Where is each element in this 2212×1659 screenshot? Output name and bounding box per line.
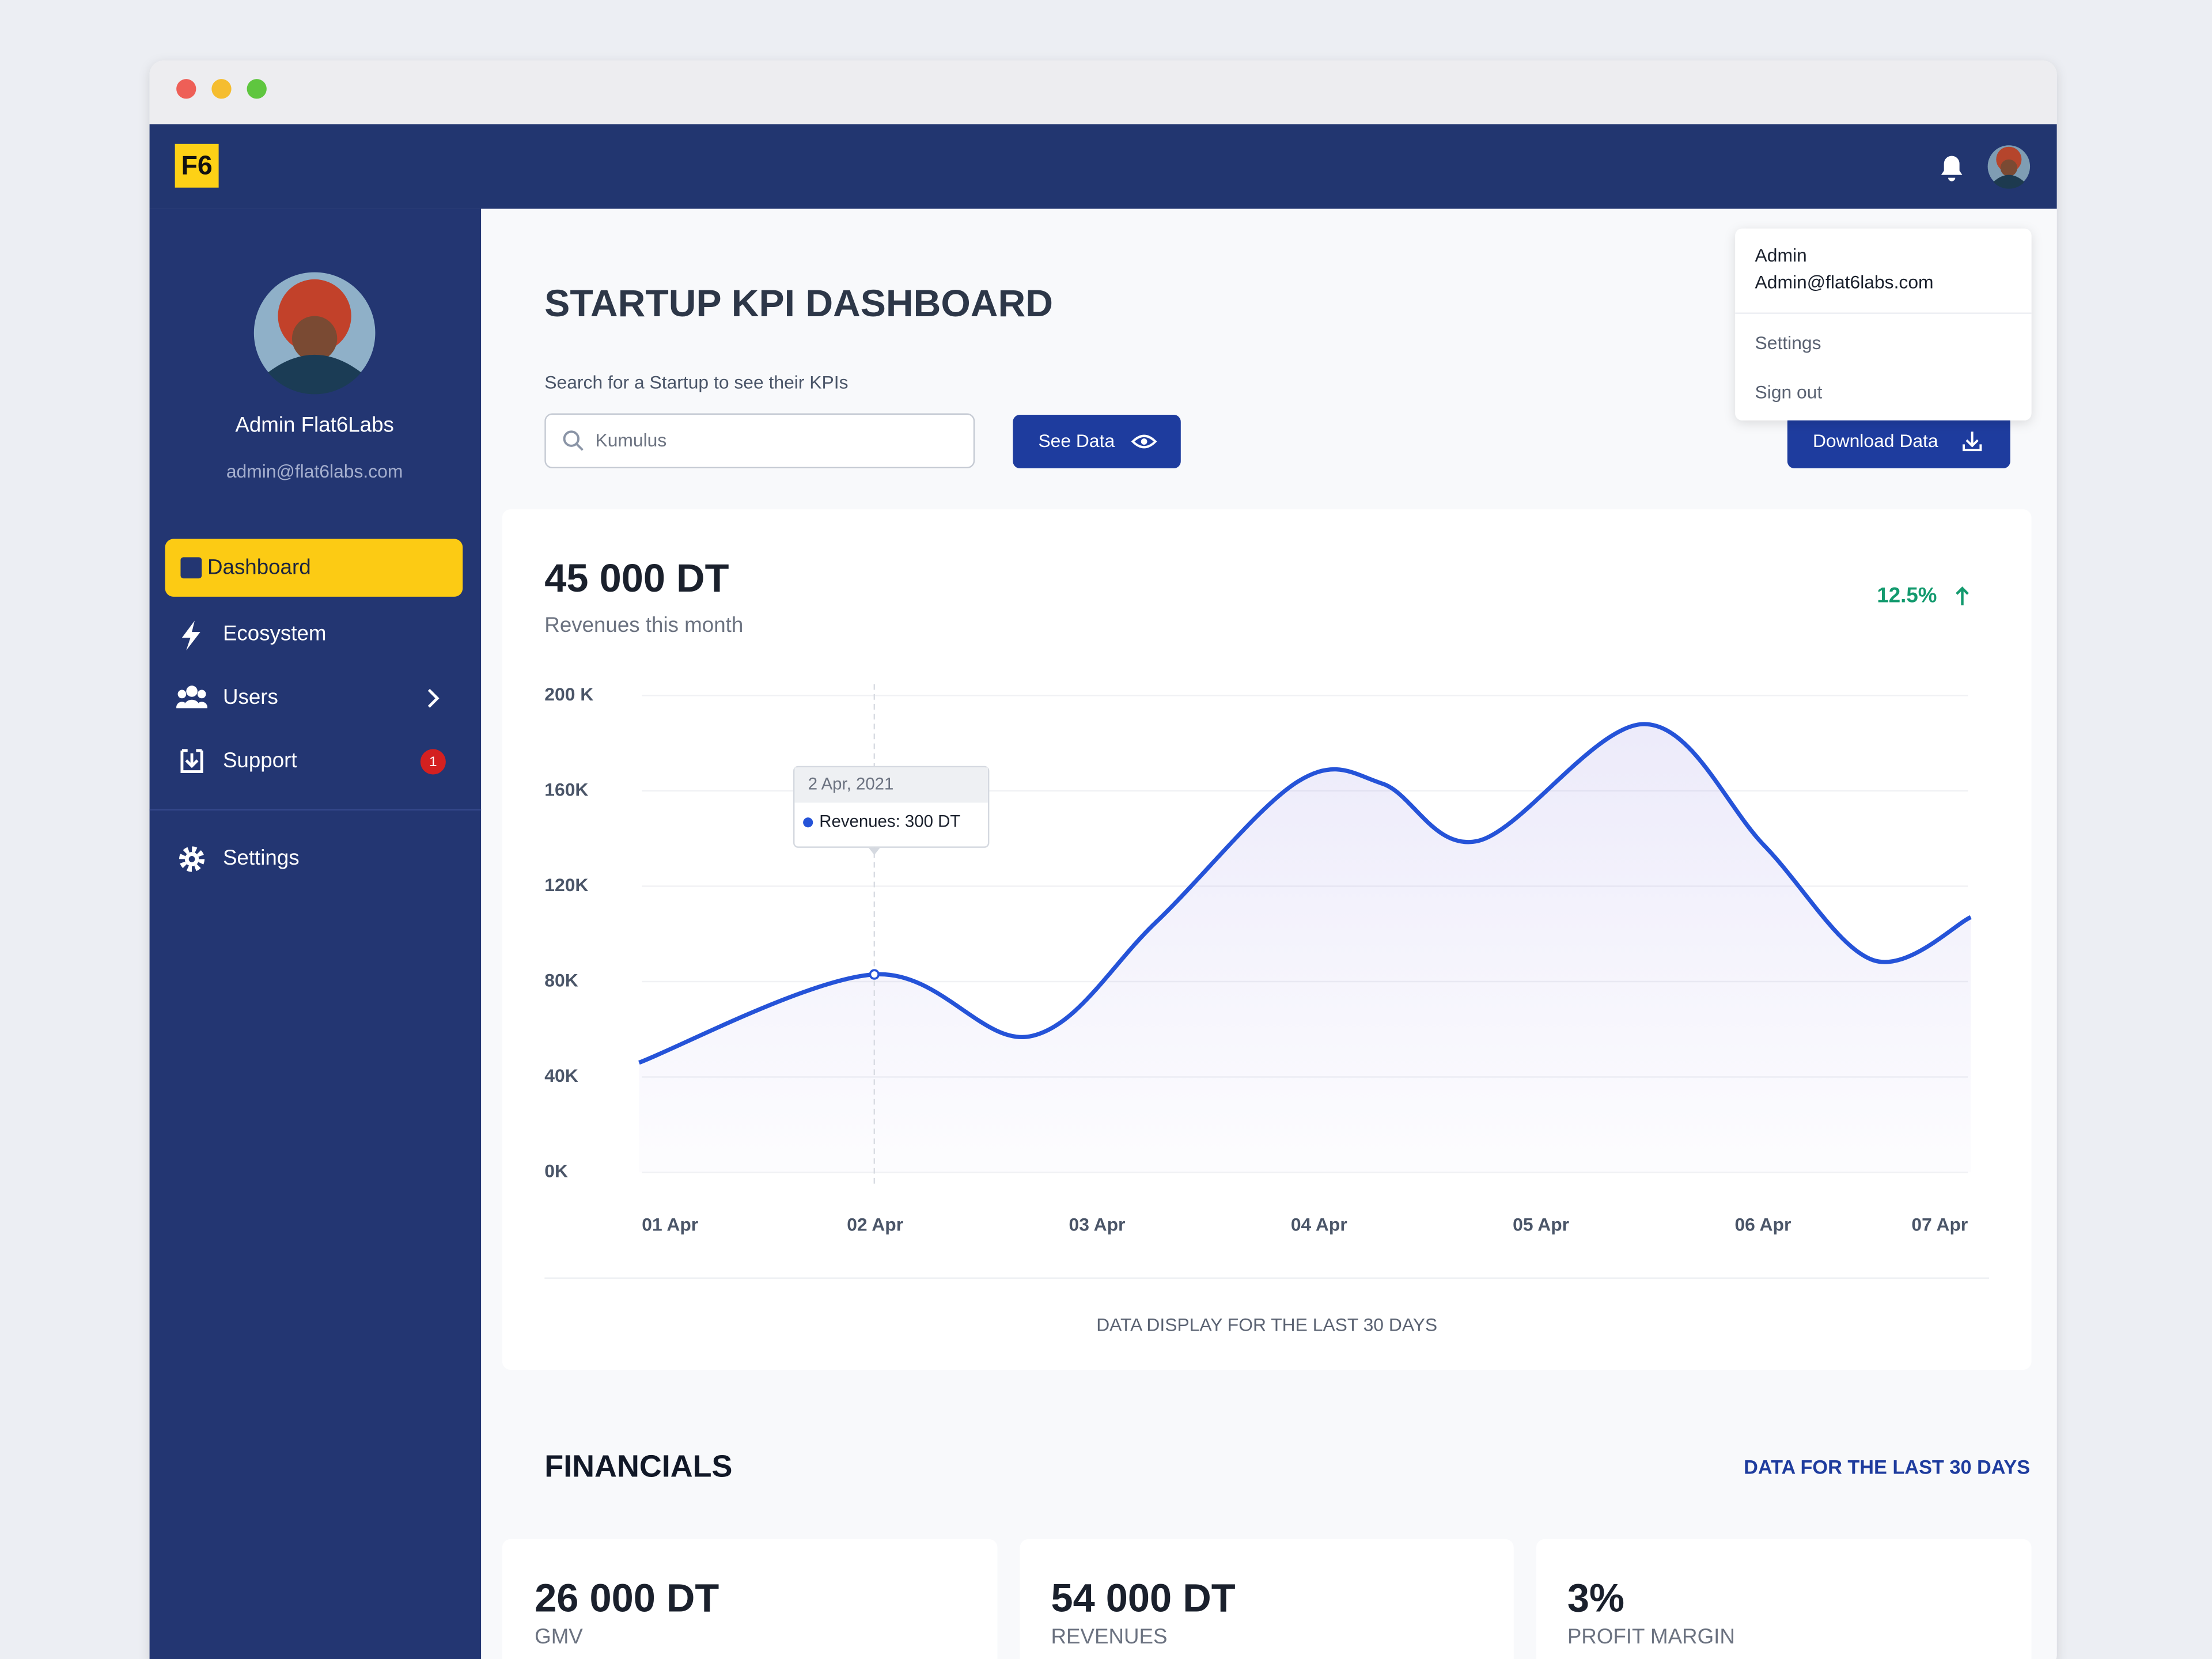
chevron[interactable] [427, 688, 440, 708]
search-icon [576, 444, 584, 451]
search-input[interactable] [544, 413, 975, 469]
dashboard-icon [180, 557, 202, 579]
y-tick-label: 0K [544, 1161, 568, 1181]
download-button[interactable] [1787, 415, 2010, 469]
kpi-value: 54 000 DT [1051, 1576, 1235, 1620]
chart-subtitle: Revenues this month [544, 613, 743, 637]
chart-footer: DATA DISPLAY FOR THE LAST 30 DAYS [1096, 1314, 1437, 1335]
dropdown-role: Admin [1755, 245, 1807, 266]
button-label: Download Data [1813, 430, 1938, 451]
line [638, 722, 1972, 1065]
search-label: Search for a Startup to see their KPIs [544, 372, 848, 393]
tooltip-label: Revenues: 300 DT [819, 812, 960, 831]
menu-item[interactable]: Support [223, 748, 297, 772]
badge-count: 1 [429, 754, 437, 770]
menu-item[interactable]: Users [223, 685, 278, 709]
kpi-card [502, 1539, 998, 1659]
y-tick-label: 120K [544, 874, 588, 895]
up-arrow [1956, 586, 1969, 605]
chart-headline: 45 000 DT [544, 556, 729, 600]
plot: 0K 40K 80K 120K 160K 200 K 01 Apr 02 Apr 03 Apr 0… [544, 684, 1972, 1235]
minimize-dot[interactable] [211, 79, 232, 99]
eye-icon [1141, 438, 1147, 445]
tooltip-date: 2 Apr, 2021 [808, 775, 894, 794]
search-value: Kumulus [595, 430, 666, 450]
dropdown-item[interactable]: Settings [1755, 332, 1821, 353]
section-title: FINANCIALS [544, 1449, 732, 1484]
kpi-value: 26 000 DT [535, 1576, 719, 1620]
menu-item[interactable]: Settings [223, 846, 300, 869]
area [639, 724, 1971, 1173]
x-tick-label: 04 Apr [1291, 1214, 1347, 1235]
kpi-label: GMV [535, 1624, 583, 1648]
kpi-label: PROFIT MARGIN [1567, 1624, 1735, 1648]
dropdown-email: Admin@flat6labs.com [1755, 272, 1934, 293]
close-dot[interactable] [176, 79, 196, 99]
tooltip-header [794, 767, 988, 803]
change-value: 12.5% [1877, 584, 1937, 607]
search-icon [563, 430, 580, 447]
x-tick-label: 07 Apr [1911, 1214, 1968, 1235]
see-data-button[interactable] [1013, 415, 1181, 469]
page-title: STARTUP KPI DASHBOARD [544, 282, 1053, 325]
y-tick-label: 160K [544, 779, 588, 800]
settings-icon [179, 846, 205, 872]
y-tick-label: 40K [544, 1065, 578, 1086]
y-tick-label: 200 K [544, 684, 593, 704]
user-name: Admin Flat6Labs [235, 412, 394, 436]
kpi-card [1536, 1539, 2032, 1659]
kpi-card [1020, 1539, 1514, 1659]
support-icon [180, 749, 203, 774]
user-dropdown [1735, 228, 2032, 421]
x-tick-label: 01 Apr [642, 1214, 698, 1235]
dropdown-item[interactable]: Sign out [1755, 382, 1823, 403]
hover-point [869, 969, 880, 980]
bell-icon[interactable] [1941, 156, 1963, 181]
x-tick-label: 06 Apr [1734, 1214, 1791, 1235]
dashboard-button[interactable] [165, 539, 463, 597]
x-tick-label: 02 Apr [847, 1214, 903, 1235]
logo-text: F6 [181, 150, 212, 180]
menu-item[interactable]: Dashboard [207, 555, 311, 579]
download-icon [1963, 431, 1982, 452]
title-bar [149, 60, 2057, 124]
button-label: See Data [1038, 430, 1115, 451]
x-tick-label: 05 Apr [1513, 1214, 1569, 1235]
maximize-dot[interactable] [247, 79, 267, 99]
x-tick-label: 03 Apr [1069, 1214, 1126, 1235]
sidebar-avatar [253, 272, 376, 395]
badge [420, 749, 446, 775]
kpi-value: 3% [1567, 1576, 1624, 1620]
users-icon [176, 685, 208, 709]
top-bar [149, 124, 2057, 209]
ecosystem-icon [181, 620, 200, 650]
kpi-label: REVENUES [1051, 1624, 1167, 1648]
logo[interactable] [175, 143, 219, 188]
user-email: admin@flat6labs.com [226, 461, 403, 482]
section-period[interactable]: DATA FOR THE LAST 30 DAYS [1744, 1456, 2030, 1478]
eye-icon [1131, 434, 1157, 449]
tooltip-dot [803, 817, 813, 828]
tooltip-pointer [869, 847, 880, 855]
menu-item[interactable]: Ecosystem [223, 622, 327, 645]
sidebar [149, 209, 482, 1659]
y-tick-label: 80K [544, 969, 578, 990]
top-avatar[interactable] [1987, 145, 2031, 189]
